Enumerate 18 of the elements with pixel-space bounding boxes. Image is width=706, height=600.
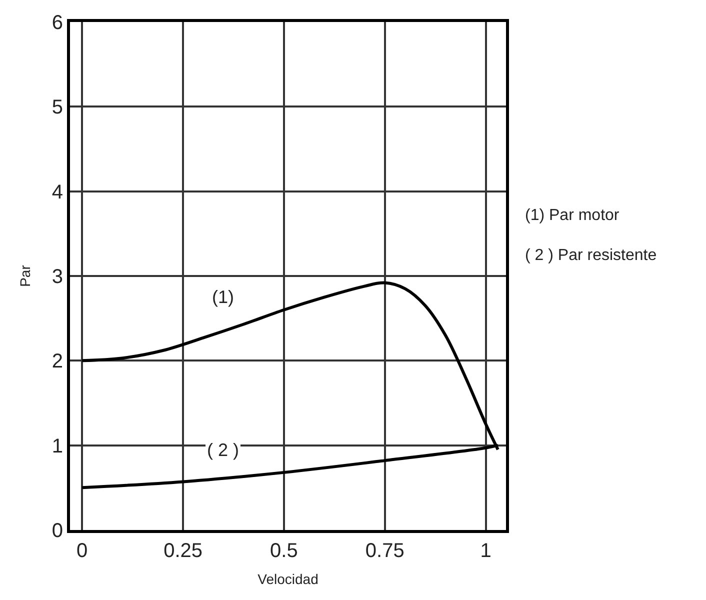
x-axis-title: Velocidad	[258, 571, 318, 587]
y-tick-label: 6	[52, 12, 63, 34]
y-axis-title: Par	[17, 264, 33, 287]
x-tick-label: 0.75	[365, 540, 404, 562]
x-tick-label: 0	[76, 540, 88, 562]
x-tick-label: 0.25	[164, 540, 203, 562]
y-tick-label: 0	[52, 520, 63, 542]
y-tick-label: 1	[52, 435, 63, 458]
annotation: ( 2 )	[207, 440, 240, 460]
annotation: (1)	[212, 287, 234, 307]
text: (1) Par motor	[525, 207, 620, 224]
y-tick-label: 3	[52, 266, 63, 288]
y-tick-label: 4	[52, 181, 63, 204]
y-tick-label: 5	[52, 96, 63, 119]
x-tick-label: 0.5	[270, 540, 298, 562]
y-tick-label: 2	[52, 350, 63, 373]
x-tick-label: 1	[480, 540, 492, 562]
text: ( 2 ) Par resistente	[525, 247, 657, 264]
